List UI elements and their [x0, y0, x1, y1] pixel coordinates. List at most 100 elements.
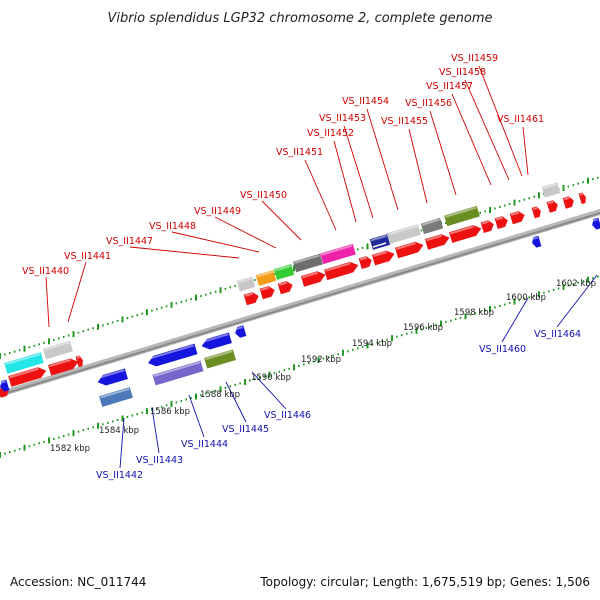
gene-highlight [481, 220, 489, 225]
leader-line-forward [45, 276, 50, 328]
gene-highlight [147, 344, 195, 360]
gene-label-vs-ii1454: VS_II1454 [342, 96, 389, 107]
gene-highlight [563, 196, 570, 201]
leader-line-reverse [188, 394, 205, 438]
gene-body [0, 379, 10, 392]
gene-label-vs-ii1451: VS_II1451 [276, 147, 323, 158]
gene-label-vs-ii1455: VS_II1455 [381, 116, 428, 127]
gene-body [387, 224, 421, 244]
reverse-gene [147, 343, 198, 367]
gene-label-vs-ii1457: VS_II1457 [426, 81, 473, 92]
gene-label-vs-ii1445: VS_II1445 [222, 424, 269, 435]
forward-gene [371, 250, 395, 266]
colored-gene [204, 349, 236, 369]
colored-gene [152, 360, 204, 386]
gene-label-vs-ii1458: VS_II1458 [439, 67, 486, 78]
gene-highlight [372, 251, 387, 257]
gene-body [204, 349, 236, 369]
gene-body [424, 234, 450, 250]
gene-body [369, 234, 391, 250]
gene-highlight [201, 333, 229, 344]
scale-label: 1590 kbp [251, 373, 291, 383]
gene-highlight [44, 341, 70, 351]
gene-label-vs-ii1460: VS_II1460 [479, 344, 526, 355]
forward-gene [243, 292, 259, 306]
gene-body [201, 332, 232, 350]
forward-gene [480, 220, 494, 233]
forward-gene [449, 225, 482, 243]
gene-body [148, 343, 198, 367]
gene-highlight [325, 262, 351, 272]
gene-body [152, 360, 204, 386]
gene-label-vs-ii1446: VS_II1446 [264, 410, 311, 421]
colored-gene [320, 243, 356, 265]
reverse-gene [591, 217, 600, 230]
gene-highlight [100, 387, 130, 399]
leader-line-reverse [501, 297, 529, 343]
gene-highlight [5, 353, 41, 366]
leader-line-forward [171, 231, 260, 253]
gene-highlight [547, 200, 554, 205]
colored-gene [43, 340, 73, 360]
gene-label-vs-ii1452: VS_II1452 [307, 128, 354, 139]
gene-body [324, 261, 359, 281]
scale-label: 1594 kbp [352, 339, 392, 349]
colored-gene [541, 182, 561, 198]
scale-label: 1596 kbp [403, 323, 443, 333]
leader-line-reverse [119, 417, 125, 469]
gene-highlight [234, 326, 243, 331]
forward-gene [562, 196, 574, 209]
forward-gene [300, 271, 326, 287]
gene-highlight [278, 281, 288, 286]
colored-gene [387, 224, 421, 244]
gene-highlight [153, 361, 201, 377]
scale-label: 1584 kbp [99, 426, 139, 436]
gene-highlight [388, 224, 418, 236]
gene-body [75, 355, 83, 368]
gene-highlight [531, 236, 539, 240]
leader-line-forward [67, 261, 87, 323]
leader-line-forward [343, 125, 374, 219]
gene-body [494, 216, 508, 229]
gene-label-vs-ii1448: VS_II1448 [149, 221, 196, 232]
gene-highlight [450, 225, 474, 235]
scale-labels: 1582 kbp 1584 kbp 1586 kbp 1588 kbp 1590… [50, 279, 596, 454]
gene-body [578, 192, 586, 205]
gene-body [395, 241, 424, 259]
reverse-gene-labels: VS_II1442 VS_II1443 VS_II1444 VS_II1445 … [96, 329, 581, 481]
forward-gene [75, 355, 83, 368]
gene-highlight [205, 350, 233, 361]
colored-gene [4, 352, 44, 374]
colored-gene [369, 234, 391, 250]
gene-highlight [532, 206, 538, 210]
forward-gene [494, 216, 508, 229]
genome-summary-text: Topology: circular; Length: 1,675,519 bp… [259, 575, 590, 589]
gene-accent [372, 242, 387, 248]
gene-highlight [445, 206, 477, 218]
scale-label: 1588 kbp [200, 390, 240, 400]
gene-highlight [370, 234, 387, 242]
scale-label: 1602 kbp [556, 279, 596, 289]
gene-body [592, 217, 600, 230]
colored-gene [420, 217, 444, 235]
gene-body [259, 286, 275, 300]
leader-line-forward [214, 216, 277, 249]
gene-label-vs-ii1464: VS_II1464 [534, 329, 581, 340]
gene-body [541, 182, 561, 198]
gene-highlight [9, 367, 39, 379]
colored-gene [293, 253, 323, 273]
gene-body [509, 211, 525, 225]
gene-highlight [274, 264, 291, 272]
forward-gene [509, 211, 525, 225]
reverse-gene [0, 379, 10, 392]
gene-body [236, 276, 256, 292]
forward-gene [546, 200, 558, 213]
reverse-gene [201, 332, 232, 350]
colored-gene [255, 270, 277, 286]
forward-gene [48, 358, 79, 376]
reverse-gene [234, 325, 247, 338]
leader-line-reverse [151, 407, 160, 454]
gene-label-vs-ii1453: VS_II1453 [319, 113, 366, 124]
